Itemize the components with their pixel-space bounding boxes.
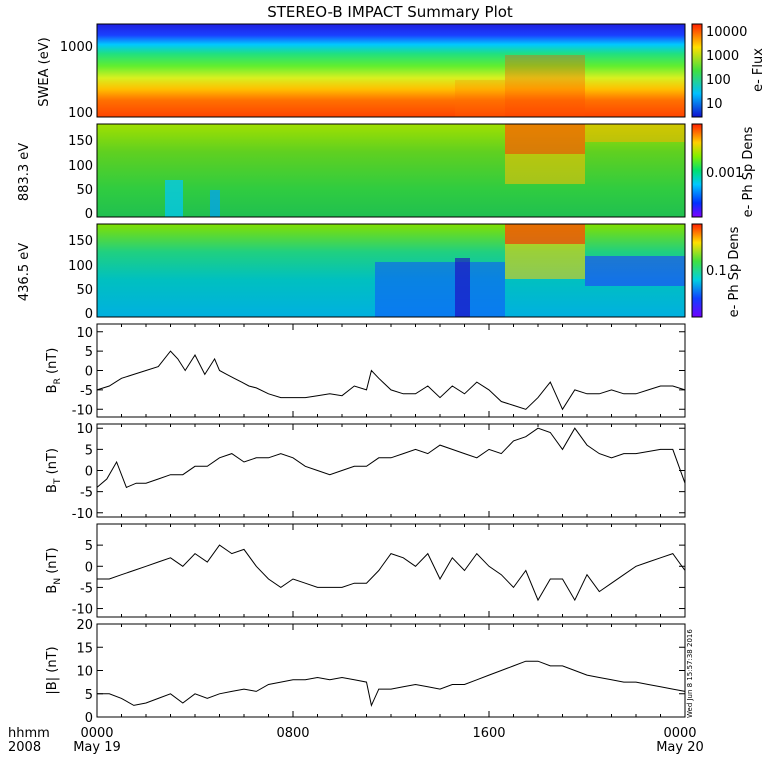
pad-883-ylabel: 883.3 eV <box>17 143 32 201</box>
pad-436-cbar-label: e- Ph Sp Dens <box>727 226 742 317</box>
y-tick-label: 0 <box>85 465 93 480</box>
pad-436-panel: 436.5 eV 150 100 50 0 <box>17 223 686 322</box>
y-tick-label: 0 <box>85 365 93 380</box>
x-row2-label: 2008 <box>8 740 41 755</box>
swea-ytick-100: 100 <box>68 106 93 121</box>
swea-cbar-label: e- Flux <box>751 48 766 92</box>
field-panel-r: 10 5 0 -5 -10 BR (nT) <box>45 323 686 418</box>
x-tick-time-1: 0800 <box>276 726 309 741</box>
y-tick-label: 5 <box>85 539 93 554</box>
swea-cbar-tick-100: 100 <box>706 73 731 88</box>
series-line <box>97 660 686 707</box>
y-tick-label: 15 <box>76 641 93 656</box>
pad-883-cbar-label: e- Ph Sp Dens <box>741 126 756 217</box>
y-tick-label: -10 <box>72 403 93 418</box>
panel-ylabel: BT (nT) <box>45 448 63 493</box>
x-tick-time-3: 0000 <box>663 726 696 741</box>
y-tick-label: 5 <box>85 345 93 360</box>
y-tick-label: 10 <box>76 326 93 341</box>
panel-ylabel: BN (nT) <box>45 547 63 593</box>
panel-ylabel: |B| (nT) <box>45 646 60 694</box>
y-tick-label: -5 <box>80 581 93 596</box>
swea-spectrogram-panel: SWEA (eV) 1000 100 <box>37 23 686 121</box>
pad-883-cbar-tick: 0.001 <box>706 166 743 181</box>
y-tick-label: -10 <box>72 603 93 618</box>
y-tick-label: -5 <box>80 384 93 399</box>
y-tick-label: 0 <box>85 560 93 575</box>
x-tick-time-2: 1600 <box>472 726 505 741</box>
pad-436-ytick-50: 50 <box>76 283 93 298</box>
y-tick-label: 10 <box>76 422 93 437</box>
x-tick-date-0: May 19 <box>73 740 121 755</box>
swea-cbar-tick-10: 10 <box>706 97 723 112</box>
pad-436-ylabel: 436.5 eV <box>17 243 32 301</box>
series-line <box>96 427 686 489</box>
field-panel-mag: 20 15 10 5 0 |B| (nT) <box>45 618 686 726</box>
swea-colorbar: 10000 1000 100 10 e- Flux <box>691 23 766 118</box>
magnetic-field-panels: 10 5 0 -5 -10 BR (nT) 10 5 0 -5 -10 BT (nT) 5 0 -5 -10 B… <box>45 323 686 726</box>
panel-ylabel: BR (nT) <box>45 348 63 394</box>
field-panel-n: 5 0 -5 -10 BN (nT) <box>45 523 686 618</box>
y-tick-label: 5 <box>85 688 93 703</box>
time-axis: hhmm 2008 0000 May 19 0800 1600 0000 May… <box>8 726 704 755</box>
pad-883-ytick-0: 0 <box>85 207 93 222</box>
pad-436-ytick-150: 150 <box>68 234 93 249</box>
pad-436-ytick-0: 0 <box>85 307 93 322</box>
y-tick-label: -10 <box>72 507 93 522</box>
panel-frame <box>96 623 686 718</box>
swea-ylabel: SWEA (eV) <box>37 37 52 106</box>
plot-title: STEREO-B IMPACT Summary Plot <box>267 3 513 21</box>
x-tick-date-3: May 20 <box>656 740 704 755</box>
pad-436-colorbar: 0.1 e- Ph Sp Dens <box>691 223 742 318</box>
y-tick-label: 5 <box>85 443 93 458</box>
y-tick-label: -5 <box>80 486 93 501</box>
panel-frame <box>96 423 686 518</box>
x-tick-time-0: 0000 <box>80 726 113 741</box>
pad-883-panel: 883.3 eV 150 100 50 0 <box>17 123 686 222</box>
series-line <box>96 350 686 411</box>
panel-frame <box>96 523 686 618</box>
pad-883-ytick-150: 150 <box>68 134 93 149</box>
swea-cbar-tick-10000: 10000 <box>706 25 747 40</box>
pad-436-ytick-100: 100 <box>68 259 93 274</box>
pad-883-colorbar: 0.001 e- Ph Sp Dens <box>691 123 756 218</box>
pad-883-ytick-100: 100 <box>68 159 93 174</box>
pad-436-cbar-tick: 0.1 <box>706 264 727 279</box>
pad-883-ytick-50: 50 <box>76 183 93 198</box>
swea-cbar-tick-1000: 1000 <box>706 49 739 64</box>
y-tick-label: 20 <box>76 618 93 633</box>
y-tick-label: 10 <box>76 665 93 680</box>
swea-ytick-1000: 1000 <box>60 40 93 55</box>
x-row1-label: hhmm <box>8 726 50 741</box>
series-line <box>97 544 686 602</box>
generation-timestamp: Wed Jun 8 15:57:38 2016 <box>686 629 694 718</box>
field-panel-t: 10 5 0 -5 -10 BT (nT) <box>45 422 686 522</box>
y-tick-label: 0 <box>85 711 93 726</box>
